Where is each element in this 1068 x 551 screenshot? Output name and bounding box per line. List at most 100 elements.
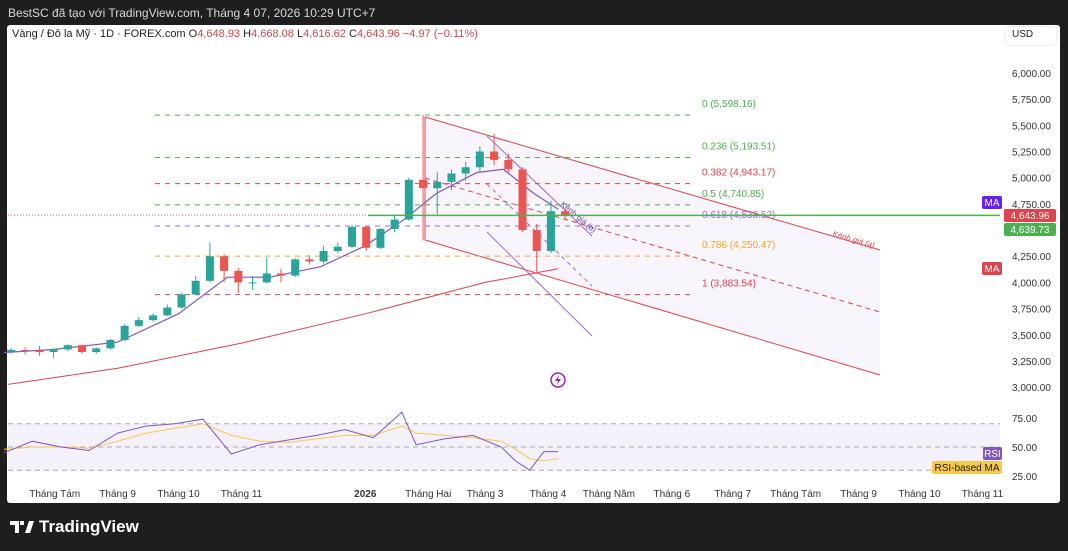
close-value: 4,643.96	[356, 28, 400, 40]
candle-body	[220, 256, 229, 271]
time-tick-label: Tháng 6	[653, 489, 690, 500]
candle-body	[461, 167, 470, 174]
symbol-title[interactable]: Vàng / Đô la Mỹ · 1D · FOREX.com	[12, 28, 186, 40]
price-tick-label: 4,750.00	[1012, 200, 1051, 211]
candle-body	[163, 307, 172, 316]
rsi-tag-bg	[983, 447, 1002, 460]
time-tick-label: Tháng Năm	[583, 489, 635, 500]
candle-body	[149, 315, 158, 321]
chart-caption: BestSC đã tạo với TradingView.com, Tháng…	[8, 6, 376, 20]
candle-body	[404, 179, 413, 220]
candle-body	[262, 273, 271, 283]
candle-body	[234, 270, 243, 283]
fib-level-label: 0.236 (5,193.51)	[702, 141, 775, 152]
candle-body	[6, 349, 15, 352]
rsi-ma-tag-bg	[932, 461, 1002, 474]
candle-body	[63, 345, 72, 350]
candle-body	[475, 151, 484, 168]
time-tick-label: 2026	[354, 489, 377, 500]
candle-body	[532, 230, 541, 251]
channel-b-upper-line	[486, 135, 593, 237]
time-tick-label: Tháng Tám	[29, 489, 80, 500]
candle-body	[504, 159, 513, 170]
lightning-icon[interactable]	[550, 372, 566, 388]
candle-body	[248, 282, 257, 284]
candle-body	[106, 339, 115, 349]
time-tick-label: Tháng 9	[99, 489, 136, 500]
price-tick-label: 4,000.00	[1012, 278, 1051, 289]
price-tick-label: 5,750.00	[1012, 95, 1051, 106]
high-value: 4,668.08	[251, 28, 294, 40]
symbol-legend: Vàng / Đô la Mỹ · 1D · FOREX.com O4,648.…	[12, 28, 478, 40]
last-price-tag-bg	[1004, 209, 1056, 222]
price-tick-label: 5,000.00	[1012, 174, 1051, 185]
candle-body	[177, 294, 186, 308]
last-price-tag: 4,643.96	[1011, 211, 1050, 222]
price-tick-label: 4,250.00	[1012, 252, 1051, 263]
tradingview-logo-icon	[10, 521, 34, 533]
ma-short-tag: MA	[985, 198, 1000, 209]
candle-body	[92, 348, 101, 353]
candle-body	[419, 179, 428, 189]
candle-body	[348, 226, 356, 247]
ma-short-tag-bg	[982, 196, 1002, 209]
low-value: 4,616.62	[303, 28, 346, 40]
time-tick-label: Tháng 4	[530, 489, 567, 500]
candle-body	[305, 259, 314, 262]
candle-body	[191, 280, 200, 295]
price-tick-label: 6,000.00	[1012, 69, 1051, 80]
candle-body	[333, 246, 342, 251]
open-value: 4,648.93	[197, 28, 241, 40]
channel-a-upper-line	[424, 116, 881, 251]
candle-body	[21, 349, 30, 351]
time-tick-label: Tháng Tám	[770, 489, 821, 500]
candle-body	[276, 273, 285, 276]
candle-body	[319, 250, 328, 262]
time-tick-label: Tháng 9	[840, 489, 877, 500]
fib-level-label: 0.382 (4,943.17)	[702, 168, 775, 179]
channel-a-lower-line	[424, 239, 881, 376]
time-tick-label: Tháng 10	[157, 489, 200, 500]
price-tick-label: 3,750.00	[1012, 305, 1051, 316]
change-value: −4.97 (−0.11%)	[402, 28, 478, 40]
candle-body	[561, 211, 570, 215]
channel-a-mid-line	[424, 177, 881, 313]
channel-a-fill	[425, 117, 880, 375]
candle-body	[49, 349, 58, 353]
candle-body	[447, 173, 456, 182]
candle-body	[433, 181, 442, 189]
logo-text: TradingView	[39, 517, 139, 536]
candle-body	[205, 256, 214, 281]
ma-price-tag-bg	[1004, 223, 1056, 236]
fib-level-label: 0.5 (4,740.85)	[702, 189, 764, 200]
candle-body	[490, 151, 499, 160]
candle-body	[518, 169, 527, 231]
tradingview-logo: TradingView	[10, 517, 139, 537]
candle-body	[390, 219, 399, 230]
fib-level-label: 0 (5,598.16)	[702, 99, 756, 110]
rsi-line	[3, 411, 559, 471]
time-tick-label: Tháng 11	[962, 489, 1004, 500]
ma-long-tag: MA	[985, 264, 1000, 275]
candle-body	[362, 226, 371, 248]
rsi-ma-tag: RSI-based MA	[934, 463, 999, 474]
rsi-tick-label: 75.00	[1012, 414, 1037, 425]
fib-level-label: 0.786 (4,250.47)	[702, 240, 775, 251]
candle-body	[120, 325, 129, 340]
time-tick-label: Tháng 10	[898, 489, 941, 500]
time-tick-label: Tháng 11	[221, 489, 263, 500]
lightning-glyph	[555, 375, 561, 385]
candle-body	[78, 345, 87, 353]
price-tick-label: 3,000.00	[1012, 383, 1051, 394]
rsi-tick-label: 50.00	[1012, 443, 1037, 454]
currency-button[interactable]: USD	[1006, 27, 1056, 45]
rsi-ma-line	[3, 423, 559, 462]
candle-body	[35, 350, 44, 353]
candle-body	[134, 320, 143, 326]
price-tick-label: 3,250.00	[1012, 357, 1051, 368]
price-tick-label: 5,250.00	[1012, 148, 1051, 159]
time-tick-label: Tháng Hai	[405, 489, 451, 500]
time-tick-label: Tháng 3	[467, 489, 504, 500]
price-tick-label: 3,500.00	[1012, 331, 1051, 342]
